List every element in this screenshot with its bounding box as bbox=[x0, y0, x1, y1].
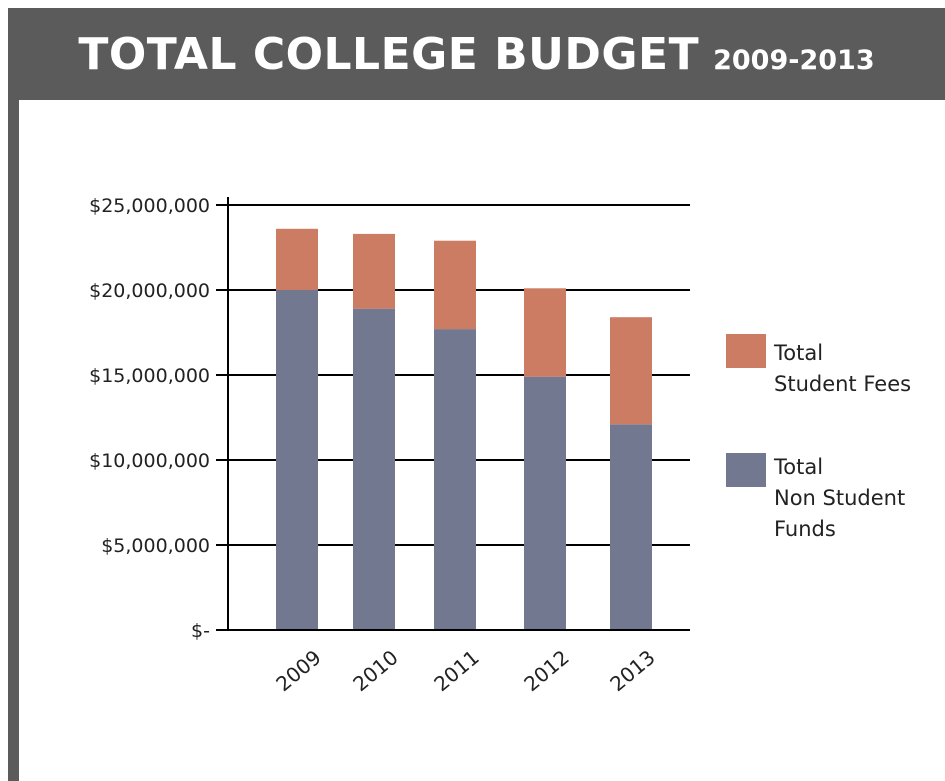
y-tick-labels: $- $5,000,000 $10,000,000 $15,000,000 $20,00… bbox=[89, 195, 210, 642]
legend: Total Student Fees Total Non Student Funds bbox=[726, 334, 911, 541]
legend-label: Total bbox=[773, 455, 823, 479]
bar-non-student-funds bbox=[353, 308, 395, 630]
bar-non-student-funds bbox=[610, 424, 652, 630]
legend-label: Non Student bbox=[774, 486, 905, 510]
x-tick-label: 2010 bbox=[348, 645, 402, 696]
legend-label: Student Fees bbox=[774, 372, 911, 396]
x-tick-label: 2011 bbox=[429, 645, 483, 696]
legend-label: Funds bbox=[774, 517, 836, 541]
bar-student-fees bbox=[434, 240, 476, 330]
y-tick-label: $15,000,000 bbox=[89, 365, 210, 387]
bar-student-fees bbox=[524, 288, 566, 377]
chart-subtitle: 2009-2013 bbox=[713, 44, 875, 76]
chart-header: TOTAL COLLEGE BUDGET 2009-2013 bbox=[8, 8, 945, 100]
bar-student-fees bbox=[610, 317, 652, 425]
legend-label: Total bbox=[773, 341, 823, 365]
bars bbox=[276, 228, 652, 630]
x-tick-label: 2012 bbox=[519, 645, 573, 696]
x-tick-labels: 2009 2010 2011 2012 2013 bbox=[271, 645, 659, 696]
chart-panel bbox=[19, 100, 945, 781]
bar-student-fees bbox=[353, 233, 395, 309]
y-tick-label: $25,000,000 bbox=[89, 195, 210, 217]
legend-swatch bbox=[726, 453, 766, 487]
bar-student-fees bbox=[276, 228, 318, 290]
y-tick-label: $- bbox=[191, 620, 210, 642]
y-tick-label: $20,000,000 bbox=[89, 280, 210, 302]
x-tick-label: 2013 bbox=[605, 645, 659, 696]
x-tick-label: 2009 bbox=[271, 645, 325, 696]
axes bbox=[216, 197, 690, 631]
legend-swatch bbox=[726, 334, 766, 368]
y-tick-label: $10,000,000 bbox=[89, 450, 210, 472]
chart-title: TOTAL COLLEGE BUDGET bbox=[78, 28, 700, 80]
bar-non-student-funds bbox=[524, 376, 566, 630]
bar-non-student-funds bbox=[434, 329, 476, 630]
bar-non-student-funds bbox=[276, 290, 318, 630]
y-tick-label: $5,000,000 bbox=[101, 535, 210, 557]
